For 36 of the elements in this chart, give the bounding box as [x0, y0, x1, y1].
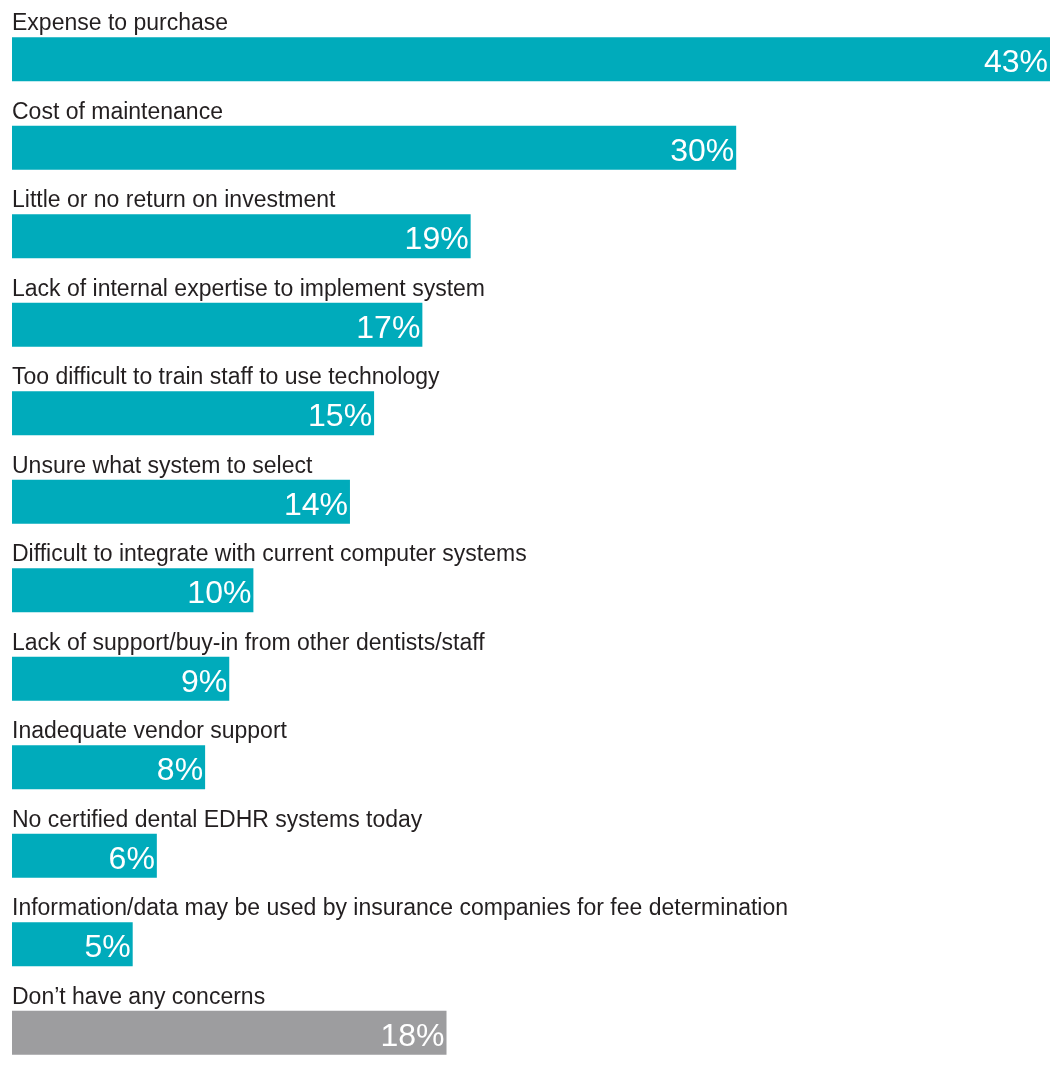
data-label: 17% [356, 308, 421, 345]
bar [12, 479, 350, 524]
y-tick-label: No certified dental EDHR systems today [12, 805, 423, 832]
data-label: 43% [983, 43, 1048, 80]
y-tick-label: Inadequate vendor support [12, 717, 288, 744]
data-label: 18% [380, 1016, 445, 1053]
bar [12, 37, 1050, 82]
data-label: 5% [84, 928, 131, 965]
bar [12, 302, 423, 347]
y-tick-label: Little or no return on investment [12, 186, 337, 213]
bar [12, 125, 737, 170]
data-label: 9% [181, 662, 228, 699]
data-label: 14% [283, 485, 348, 522]
y-tick-label: Information/data may be used by insurance companies for fee determination [12, 894, 789, 921]
bar [12, 833, 157, 878]
bar [12, 568, 254, 613]
data-label: 19% [404, 220, 469, 257]
data-label: 6% [108, 839, 155, 876]
y-tick-label: Cost of maintenance [12, 97, 223, 124]
bar [12, 745, 206, 790]
data-label: 8% [156, 751, 204, 788]
data-label: 10% [187, 574, 252, 611]
bar [12, 656, 230, 701]
data-label: 15% [308, 397, 373, 434]
data-label: 30% [670, 131, 735, 168]
bar [12, 214, 471, 259]
y-tick-label: Don’t have any concerns [12, 982, 266, 1009]
bar [12, 391, 375, 436]
y-tick-label: Difficult to integrate with current computer systems [12, 540, 527, 567]
bar [12, 922, 133, 967]
y-tick-label: Lack of support/buy-in from other dentists/staff [12, 628, 486, 655]
y-tick-label: Expense to purchase [12, 9, 229, 36]
y-tick-label: Unsure what system to select [12, 451, 313, 478]
y-tick-label: Too difficult to train staff to use technology [12, 363, 440, 390]
bar [12, 1010, 447, 1055]
y-tick-label: Lack of internal expertise to implement system [12, 274, 485, 301]
